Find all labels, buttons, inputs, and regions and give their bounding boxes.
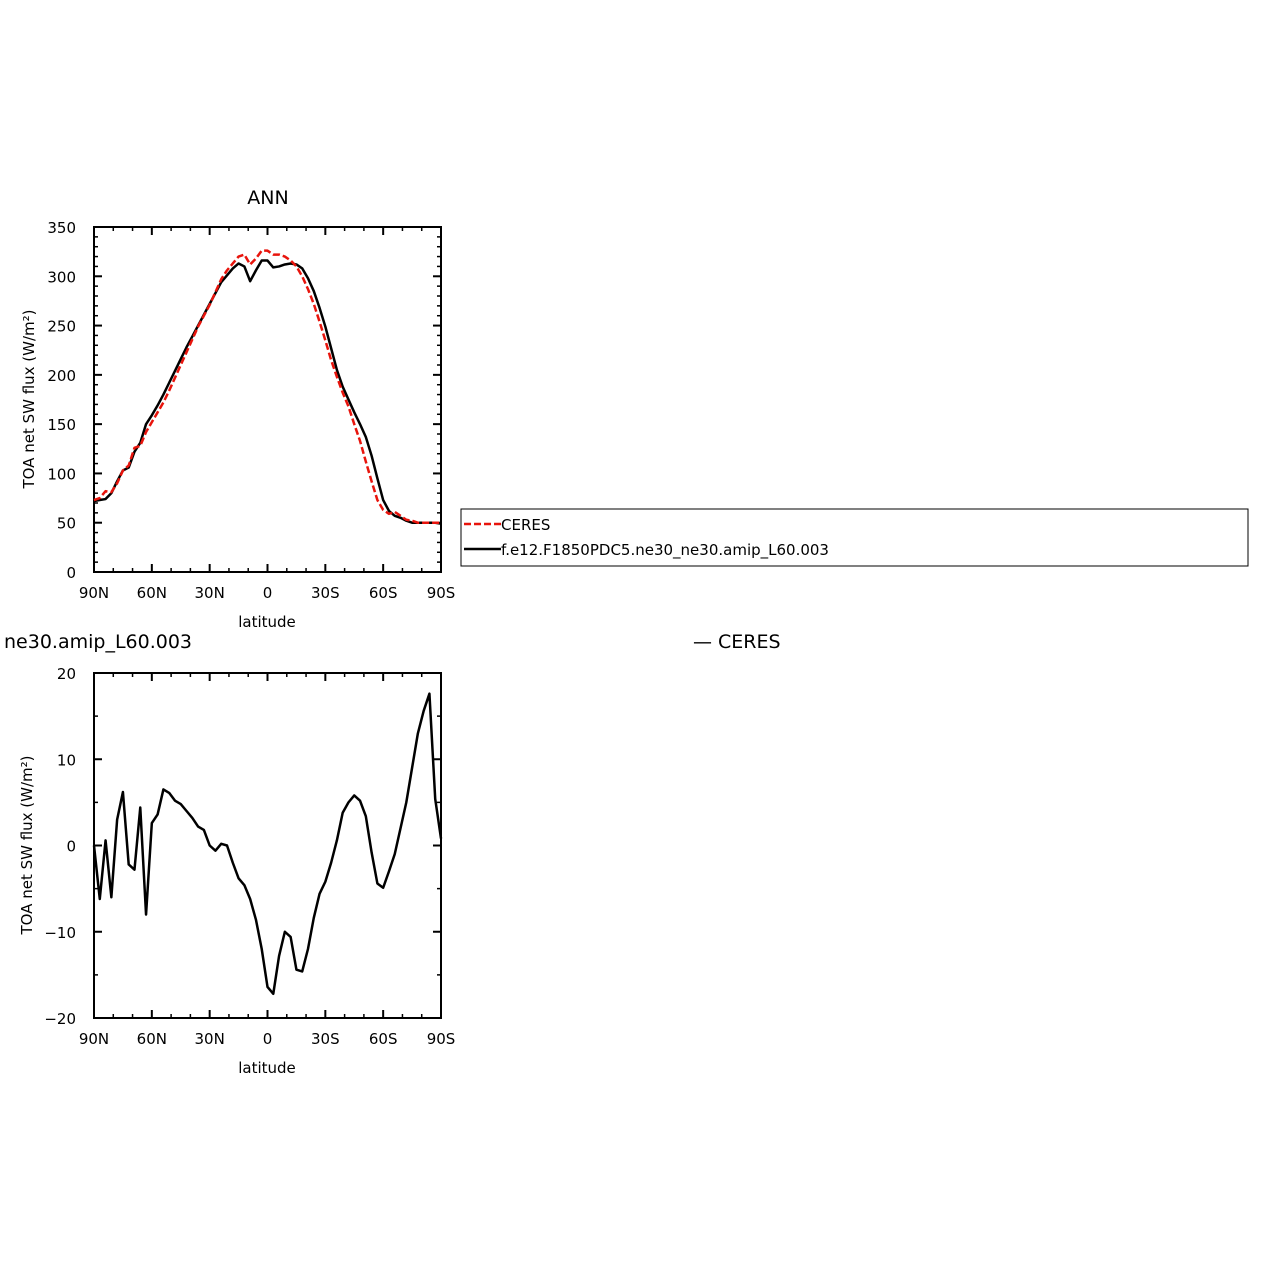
- y-tick-label: 350: [47, 219, 76, 237]
- x-axis-title-top: latitude: [238, 613, 296, 631]
- y-tick-label: 0: [66, 838, 76, 856]
- x-tick-label: 90N: [79, 584, 109, 602]
- plot-title-bottom: ne30.amip_L60.003: [4, 631, 192, 653]
- x-tick-label: 30S: [311, 584, 340, 602]
- y-axis-title-bottom: TOA net SW flux (W/m²): [18, 755, 36, 935]
- x-tick-label: 90S: [427, 1030, 456, 1048]
- x-tick-label: 30S: [311, 1030, 340, 1048]
- series-group-bottom: [92, 692, 443, 996]
- x-axis-title-bottom: latitude: [238, 1059, 296, 1077]
- y-tick-label: 20: [57, 665, 76, 683]
- panel-difference: ne30.amip_L60.003 — CERES 90N 60N 30N 0 30S 6…: [4, 631, 781, 1077]
- tick-marks-bottom: 90N 60N 30N 0 30S 60S 90S −20 −10 0 10 20: [44, 665, 455, 1048]
- x-tick-label: 30N: [195, 1030, 225, 1048]
- annotation-ceres: — CERES: [693, 631, 781, 653]
- legend: CERES f.e12.F1850PDC5.ne30_ne30.amip_L60…: [460, 508, 1249, 567]
- series-line-model: [93, 259, 442, 525]
- x-tick-label: 0: [263, 584, 273, 602]
- tick-marks-top: 90N 60N 30N 0 30S 60S 90S 0 50 100 150 200 250 300 350: [47, 219, 455, 602]
- plot-frame-bottom: [93, 672, 442, 1019]
- y-axis-title-top: TOA net SW flux (W/m²): [20, 309, 38, 489]
- y-tick-label: 300: [47, 268, 76, 286]
- series-line-ceres: [93, 249, 441, 524]
- y-tick-label: 50: [57, 515, 76, 533]
- y-tick-label: 250: [47, 318, 76, 336]
- legend-label-model: f.e12.F1850PDC5.ne30_ne30.amip_L60.003: [501, 541, 829, 560]
- x-tick-label: 0: [263, 1030, 273, 1048]
- x-tick-label: 60N: [137, 584, 167, 602]
- x-tick-label: 60S: [369, 584, 398, 602]
- plot-frame-top: [93, 226, 442, 573]
- x-tick-label: 30N: [195, 584, 225, 602]
- y-tick-label: 0: [66, 564, 76, 582]
- panel-annual-mean: ANN 90N 60N 30N 0 30S 60S 90S 0 50 100 150 200 250 30…: [20, 187, 455, 631]
- series-line-model: [92, 692, 443, 996]
- legend-box: [460, 508, 1249, 567]
- legend-label-ceres: CERES: [501, 516, 550, 534]
- y-tick-label: −10: [44, 924, 76, 942]
- x-tick-label: 60N: [137, 1030, 167, 1048]
- plot-title-top: ANN: [247, 187, 288, 209]
- y-tick-label: −20: [44, 1010, 76, 1028]
- x-tick-label: 90S: [427, 584, 456, 602]
- y-tick-label: 150: [47, 416, 76, 434]
- series-group-top: [93, 249, 442, 525]
- y-tick-label: 100: [47, 465, 76, 483]
- x-tick-label: 90N: [79, 1030, 109, 1048]
- y-tick-label: 10: [57, 751, 76, 769]
- y-tick-label: 200: [47, 367, 76, 385]
- x-tick-label: 60S: [369, 1030, 398, 1048]
